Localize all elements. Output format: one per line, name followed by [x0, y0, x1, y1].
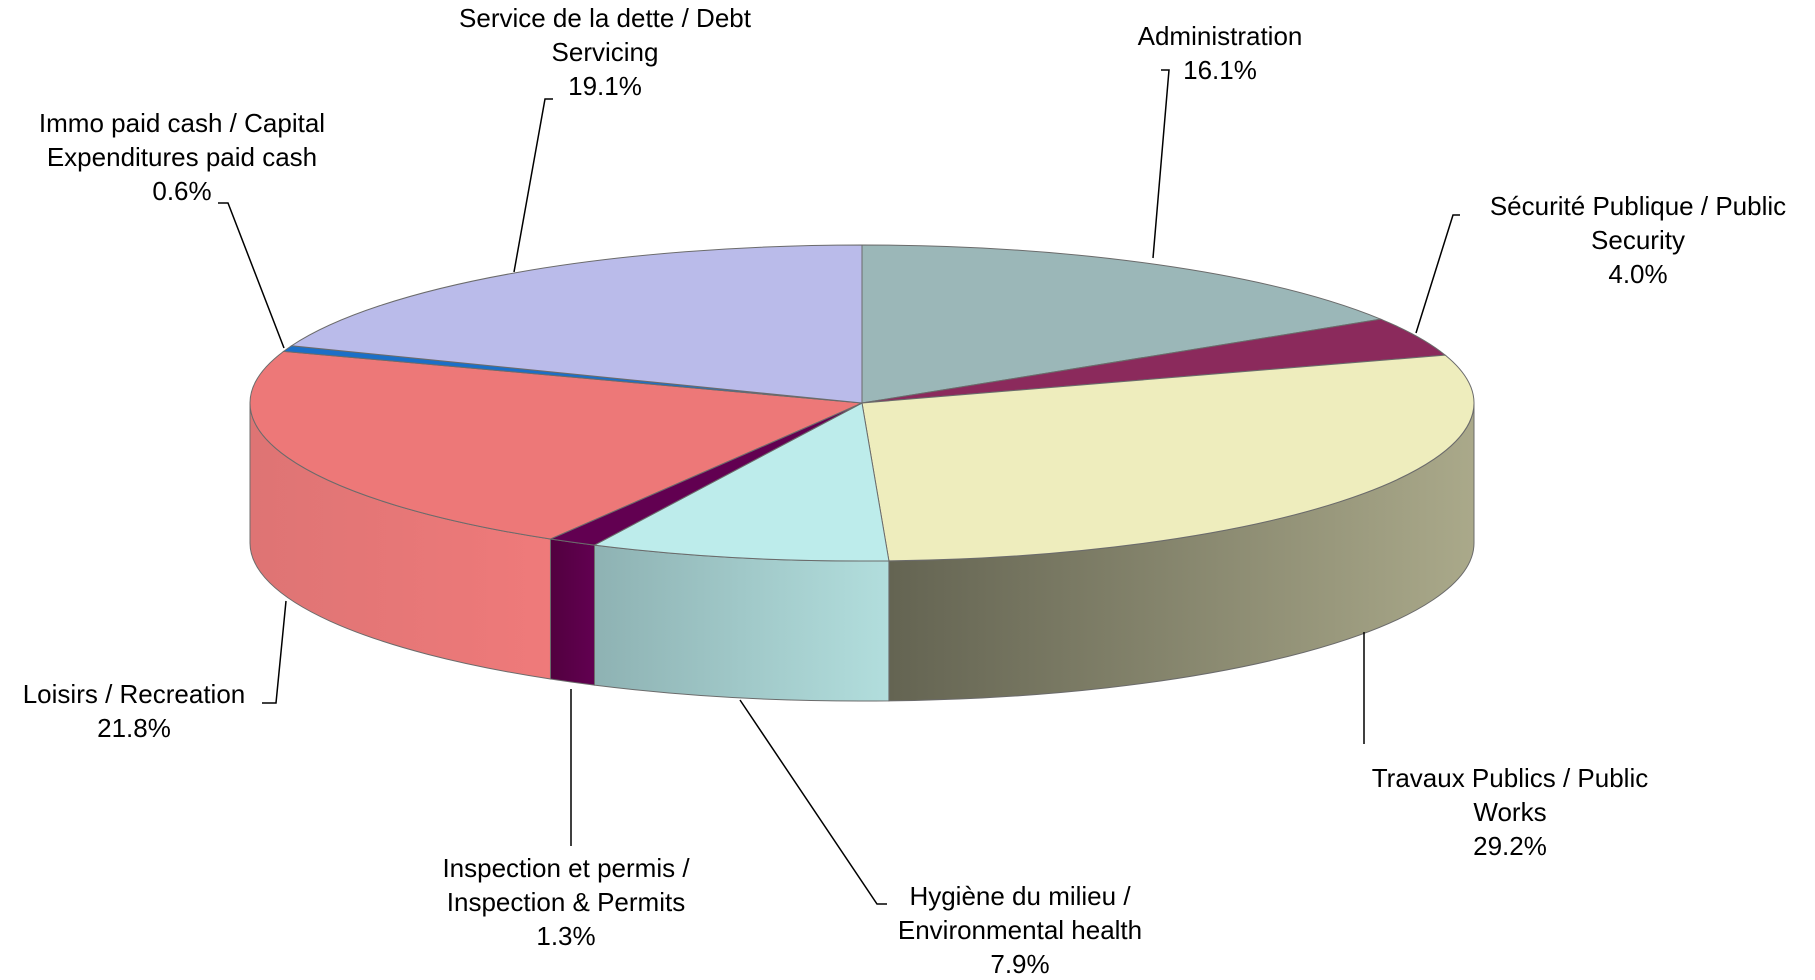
slice-name-2-line2: Works: [1473, 797, 1546, 827]
slice-name-6-line1: Immo paid cash / Capital: [39, 108, 325, 138]
slice-name-5-line1: Loisirs / Recreation: [23, 679, 246, 709]
pie-sides: [249, 402, 1475, 702]
slice-name-3-line2: Environmental health: [898, 915, 1142, 945]
leader-line-6: [218, 202, 285, 349]
slice-percent-3: 7.9%: [990, 949, 1049, 979]
data-label-3: Hygiène du milieu / Environmental health 7…: [898, 881, 1142, 979]
pie-slice-7: [290, 244, 863, 404]
pie-side-3: [593, 544, 890, 702]
data-label-1: Sécurité Publique / Public Security 4.0%: [1490, 191, 1786, 289]
slice-percent-1: 4.0%: [1608, 259, 1667, 289]
data-label-5: Loisirs / Recreation 21.8%: [23, 679, 246, 743]
leader-line-5: [262, 600, 287, 704]
leader-line-1: [1415, 214, 1460, 334]
slice-name-1-line2: Security: [1591, 225, 1685, 255]
pie-slice-3: [592, 402, 890, 562]
slice-percent-7: 19.1%: [568, 71, 642, 101]
slice-name-1-line1: Sécurité Publique / Public: [1490, 191, 1786, 221]
slice-percent-2: 29.2%: [1473, 831, 1547, 861]
slice-percent-0: 16.1%: [1183, 55, 1257, 85]
slice-name-6-line2: Expenditures paid cash: [47, 142, 317, 172]
data-label-7: Service de la dette / Debt Servicing 19.1%: [459, 3, 752, 101]
data-label-0: Administration 16.1%: [1138, 21, 1303, 85]
slice-name-7-line1: Service de la dette / Debt: [459, 3, 752, 33]
slice-name-4-line2: Inspection & Permits: [447, 887, 685, 917]
pie-slice-2: [861, 354, 1475, 562]
leader-lines: [218, 69, 1460, 905]
data-labels: Administration 16.1% Sécurité Publique / P…: [23, 3, 1786, 979]
slice-name-2-line1: Travaux Publics / Public: [1372, 763, 1648, 793]
data-label-6: Immo paid cash / Capital Expenditures pai…: [39, 108, 325, 206]
slice-name-4-line1: Inspection et permis /: [442, 853, 690, 883]
pie-slices: [249, 244, 1475, 562]
pie-side-4: [549, 538, 595, 686]
slice-percent-6: 0.6%: [152, 176, 211, 206]
slice-percent-5: 21.8%: [97, 713, 171, 743]
slice-name-7-line2: Servicing: [552, 37, 659, 67]
pie-slice-0: [861, 244, 1383, 404]
slice-percent-4: 1.3%: [536, 921, 595, 951]
data-label-2: Travaux Publics / Public Works 29.2%: [1372, 763, 1648, 861]
slice-name-3-line1: Hygiène du milieu /: [909, 881, 1131, 911]
data-label-4: Inspection et permis / Inspection & Permi…: [442, 853, 690, 951]
pie-slice-5: [249, 350, 863, 540]
leader-line-7: [513, 98, 553, 273]
leader-line-3: [739, 699, 887, 905]
slice-name-0-line1: Administration: [1138, 21, 1303, 51]
leader-line-0: [1152, 69, 1170, 259]
